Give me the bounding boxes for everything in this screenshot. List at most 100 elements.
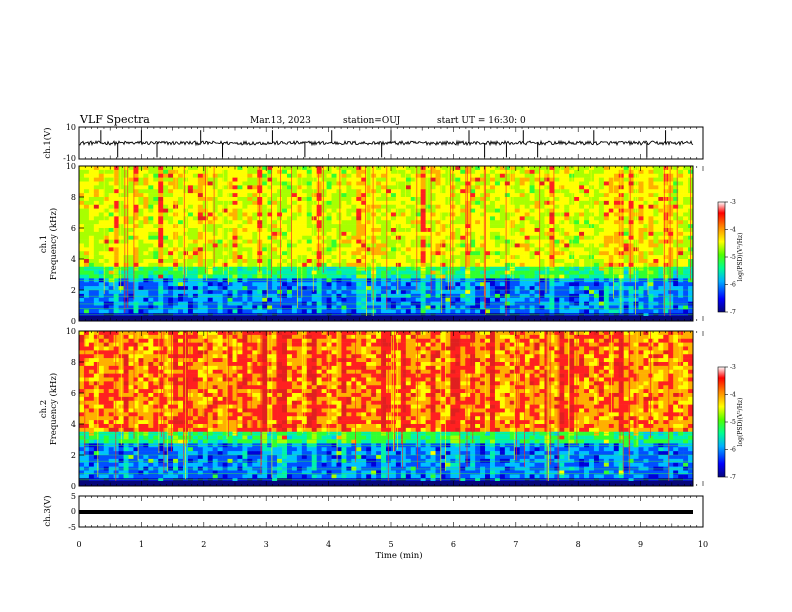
spectrogram-cell xyxy=(103,235,110,240)
spectrogram-cell xyxy=(589,239,595,244)
spectrogram-cell xyxy=(207,208,213,213)
spectrogram-cell xyxy=(128,274,134,279)
spectrogram-cell xyxy=(440,274,446,279)
spectrogram-cell xyxy=(381,177,387,182)
spectrogram-cell xyxy=(346,290,352,295)
spectrogram-cell xyxy=(608,313,615,318)
spectrogram-cell xyxy=(148,212,154,217)
spectrogram-cell xyxy=(187,166,194,171)
spectrogram-cell xyxy=(465,274,471,279)
spectrogram-cell xyxy=(524,297,530,302)
spectrogram-cell xyxy=(113,189,119,194)
spectrogram-cell xyxy=(148,243,154,248)
spectrogram-cell xyxy=(598,247,605,252)
spectrogram-cell xyxy=(400,286,407,291)
spectrogram-cell xyxy=(494,259,501,264)
spectrogram-cell xyxy=(93,251,100,256)
spectrogram-cell xyxy=(331,309,337,314)
spectrogram-cell xyxy=(83,290,90,295)
spectrogram-cell xyxy=(465,166,471,171)
spectrogram-cell xyxy=(529,251,535,256)
spectrogram-cell xyxy=(668,235,674,240)
ch1-ylabel: ch.1(V) xyxy=(42,127,53,158)
spectrogram-cell xyxy=(519,270,525,275)
spectrogram-cell xyxy=(539,208,545,213)
spectrogram-cell xyxy=(559,204,565,209)
spectrogram-cell xyxy=(415,243,421,248)
spectrogram-cell xyxy=(79,224,85,229)
spectrogram-cell xyxy=(668,297,674,302)
spectrogram-cell xyxy=(494,231,501,237)
spectrogram-cell xyxy=(128,297,134,302)
spectrogram-cell xyxy=(589,235,595,240)
spectrogram-cell xyxy=(415,305,421,310)
spectrogram-cell xyxy=(683,274,689,279)
spectrogram-cell xyxy=(618,204,624,209)
spectrogram-cell xyxy=(79,290,85,295)
spectrogram-cell xyxy=(366,270,372,275)
spectrogram-cell xyxy=(356,309,362,314)
spectrogram-cell xyxy=(366,239,372,244)
spectrogram-cell xyxy=(123,286,129,291)
spectrogram-cell xyxy=(395,274,402,279)
spectrogram-cell xyxy=(678,266,684,271)
spectrogram-cell xyxy=(440,224,446,229)
spectrogram-cell xyxy=(331,243,337,248)
spectrogram-cell xyxy=(643,297,649,302)
spectrogram-cell xyxy=(267,259,273,264)
spectrogram-cell xyxy=(143,216,149,221)
spectrogram-cell xyxy=(133,177,139,182)
spectrogram-cell xyxy=(643,193,649,198)
spectrogram-cell xyxy=(653,251,659,256)
spectrogram-cell xyxy=(549,216,555,221)
spectrogram-cell xyxy=(217,247,223,252)
spectrogram-cell xyxy=(301,200,308,206)
spectrogram-cell xyxy=(574,305,580,310)
spectrogram-cell xyxy=(584,282,590,287)
spectrogram-cell xyxy=(326,220,332,225)
spectrogram-cell xyxy=(430,270,436,275)
spectrogram-cell xyxy=(386,166,392,171)
spectrogram-cell xyxy=(455,173,461,178)
spectrogram-cell xyxy=(499,181,506,186)
spectrogram-cell xyxy=(168,185,174,190)
spectrogram-cell xyxy=(331,212,337,217)
spectrogram-cell xyxy=(113,313,119,318)
spectrogram-cell xyxy=(173,262,179,268)
spectrogram-cell xyxy=(549,204,555,209)
spectrogram-cell xyxy=(178,224,184,229)
spectrogram-cell xyxy=(519,193,525,198)
spectrogram-cell xyxy=(237,216,243,221)
spectrogram-cell xyxy=(489,189,496,194)
spectrogram-cell xyxy=(489,185,496,190)
spectrogram-cell xyxy=(237,239,243,244)
spectrogram-cell xyxy=(133,259,139,264)
spectrogram-cell xyxy=(83,173,90,178)
spectrogram-cell xyxy=(648,197,654,202)
spectrogram-cell xyxy=(148,274,154,279)
spectrogram-cell xyxy=(361,193,367,198)
spectrogram-cell xyxy=(509,270,516,275)
spectrogram-cell xyxy=(187,197,194,202)
spectrogram-cell xyxy=(118,282,124,287)
spectrogram-cell xyxy=(123,251,129,256)
spectrogram-cell xyxy=(79,166,85,171)
spectrogram-cell xyxy=(455,220,461,225)
spectrogram-cell xyxy=(376,247,382,252)
spectrogram-cell xyxy=(88,166,95,171)
spectrogram-cell xyxy=(405,262,412,268)
spectrogram-cell xyxy=(638,247,644,252)
spectrogram-cell xyxy=(326,239,332,244)
spectrogram-cell xyxy=(415,266,421,271)
spectrogram-cell xyxy=(242,290,248,295)
spectrogram-cell xyxy=(301,286,308,291)
spectrogram-cell xyxy=(608,282,615,287)
spectrogram-cell xyxy=(262,193,268,198)
spectrogram-cell xyxy=(148,166,154,171)
spectrogram-cell xyxy=(683,197,689,202)
spectrogram-cell xyxy=(371,185,377,190)
spectrogram-cell xyxy=(291,297,298,302)
spectrogram-cell xyxy=(465,181,471,186)
spectrogram-cell xyxy=(371,173,377,178)
spectrogram-cell xyxy=(480,313,486,318)
